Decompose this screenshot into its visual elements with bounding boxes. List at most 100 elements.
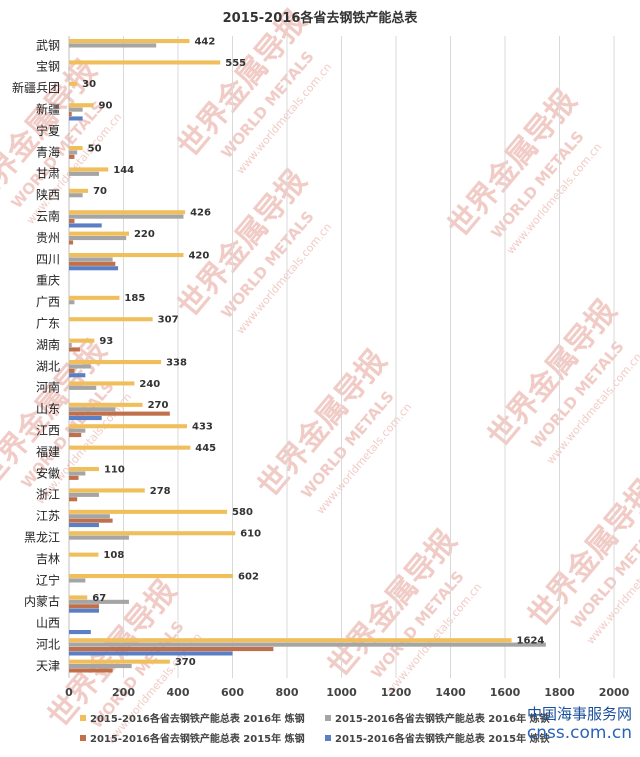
bar — [69, 231, 129, 236]
bar — [69, 497, 78, 502]
bar — [69, 663, 132, 669]
data-label: 240 — [139, 379, 160, 390]
grid-lines — [68, 36, 615, 678]
site-badge-name: 中国海事服务网 — [526, 705, 632, 723]
data-label: 30 — [82, 79, 96, 90]
y-tick-label: 辽宁 — [36, 572, 60, 587]
bar — [69, 659, 170, 664]
y-tick-label: 新疆 — [36, 101, 60, 116]
bar — [69, 385, 97, 390]
data-label: 580 — [232, 507, 253, 518]
data-label: 278 — [150, 486, 171, 497]
bar — [69, 595, 88, 600]
x-tick-label: 1000 — [326, 686, 357, 699]
data-label: 445 — [195, 443, 216, 454]
y-tick-label: 江西 — [36, 423, 60, 437]
bar — [69, 518, 113, 523]
data-label: 370 — [175, 657, 196, 668]
bar — [69, 266, 119, 271]
x-tick-label: 600 — [221, 686, 244, 699]
bar — [69, 471, 86, 476]
bar — [69, 629, 91, 635]
y-tick-label: 吉林 — [36, 552, 60, 566]
bar — [69, 317, 153, 322]
data-label: 602 — [238, 571, 259, 582]
bar — [69, 81, 78, 86]
y-tick-label: 陕西 — [36, 187, 60, 202]
legend-swatch — [80, 715, 86, 721]
bar — [69, 167, 109, 172]
bar — [69, 223, 102, 228]
data-label: 50 — [88, 143, 102, 154]
x-tick-label: 400 — [167, 686, 190, 699]
data-label: 426 — [190, 208, 211, 219]
bar — [69, 214, 184, 219]
y-tick-label: 武钢 — [36, 38, 60, 52]
bar — [69, 368, 75, 373]
bar — [69, 552, 99, 557]
bar — [69, 154, 75, 159]
bar — [69, 475, 79, 480]
bar — [69, 107, 83, 112]
bar — [69, 509, 228, 514]
y-tick-label: 新疆兵团 — [12, 80, 60, 95]
data-label: 307 — [158, 315, 179, 326]
bar — [69, 210, 186, 215]
bar — [69, 531, 236, 536]
bar — [69, 599, 129, 604]
x-tick-label: 2000 — [599, 686, 630, 699]
data-label: 90 — [99, 101, 113, 112]
bars-group — [69, 38, 546, 673]
bar — [69, 522, 99, 528]
bar — [69, 638, 512, 643]
bar — [69, 342, 72, 348]
x-tick-label: 1800 — [544, 686, 575, 699]
legend-swatch — [80, 735, 86, 741]
bar — [69, 145, 83, 151]
bar — [69, 116, 83, 121]
y-tick-label: 福建 — [36, 444, 60, 459]
legend-swatch — [325, 735, 331, 741]
y-tick-label: 天津 — [36, 659, 60, 673]
bar — [69, 445, 191, 450]
bar — [69, 514, 110, 519]
bar — [69, 261, 116, 266]
y-tick-label: 云南 — [36, 208, 60, 223]
bar — [69, 150, 78, 155]
bar — [69, 668, 113, 673]
x-tick-label: 200 — [112, 686, 135, 699]
y-tick-label: 宁夏 — [36, 123, 60, 138]
data-label: 442 — [194, 36, 215, 47]
data-label: 338 — [166, 357, 187, 368]
data-label: 185 — [124, 293, 145, 304]
legend-label: 2015-2016各省去钢铁产能总表 2016年 炼铁 — [335, 712, 550, 725]
data-label: 1624 — [517, 636, 545, 647]
bar — [69, 492, 99, 497]
data-label: 270 — [148, 400, 169, 411]
bar — [69, 38, 190, 44]
bar — [69, 642, 546, 647]
bar — [69, 411, 170, 416]
y-tick-label: 广西 — [36, 295, 60, 309]
bar — [69, 573, 234, 579]
data-label: 93 — [99, 336, 113, 347]
y-tick-label: 安徽 — [36, 465, 60, 480]
bar — [69, 240, 74, 245]
site-badge-domain: cnss.com.cn — [526, 723, 632, 743]
bar — [69, 424, 187, 429]
y-tick-label: 黑龙江 — [24, 530, 60, 544]
legend-swatch — [325, 715, 331, 721]
y-tick-label: 内蒙古 — [24, 594, 60, 609]
bar — [69, 488, 145, 493]
y-axis-labels: 武钢宝钢新疆兵团新疆宁夏青海甘肃陕西云南贵州四川重庆广西广东湖南湖北河南山东江西… — [12, 38, 60, 673]
y-tick-label: 河北 — [36, 637, 60, 651]
data-label: 433 — [192, 422, 213, 433]
legend: 2015-2016各省去钢铁产能总表 2016年 炼钢 2015-2016各省去钢… — [80, 712, 550, 745]
legend-label: 2015-2016各省去钢铁产能总表 2015年 炼铁 — [335, 732, 550, 745]
bar — [69, 428, 86, 433]
y-tick-label: 湖北 — [36, 358, 60, 373]
data-label: 420 — [188, 250, 209, 261]
